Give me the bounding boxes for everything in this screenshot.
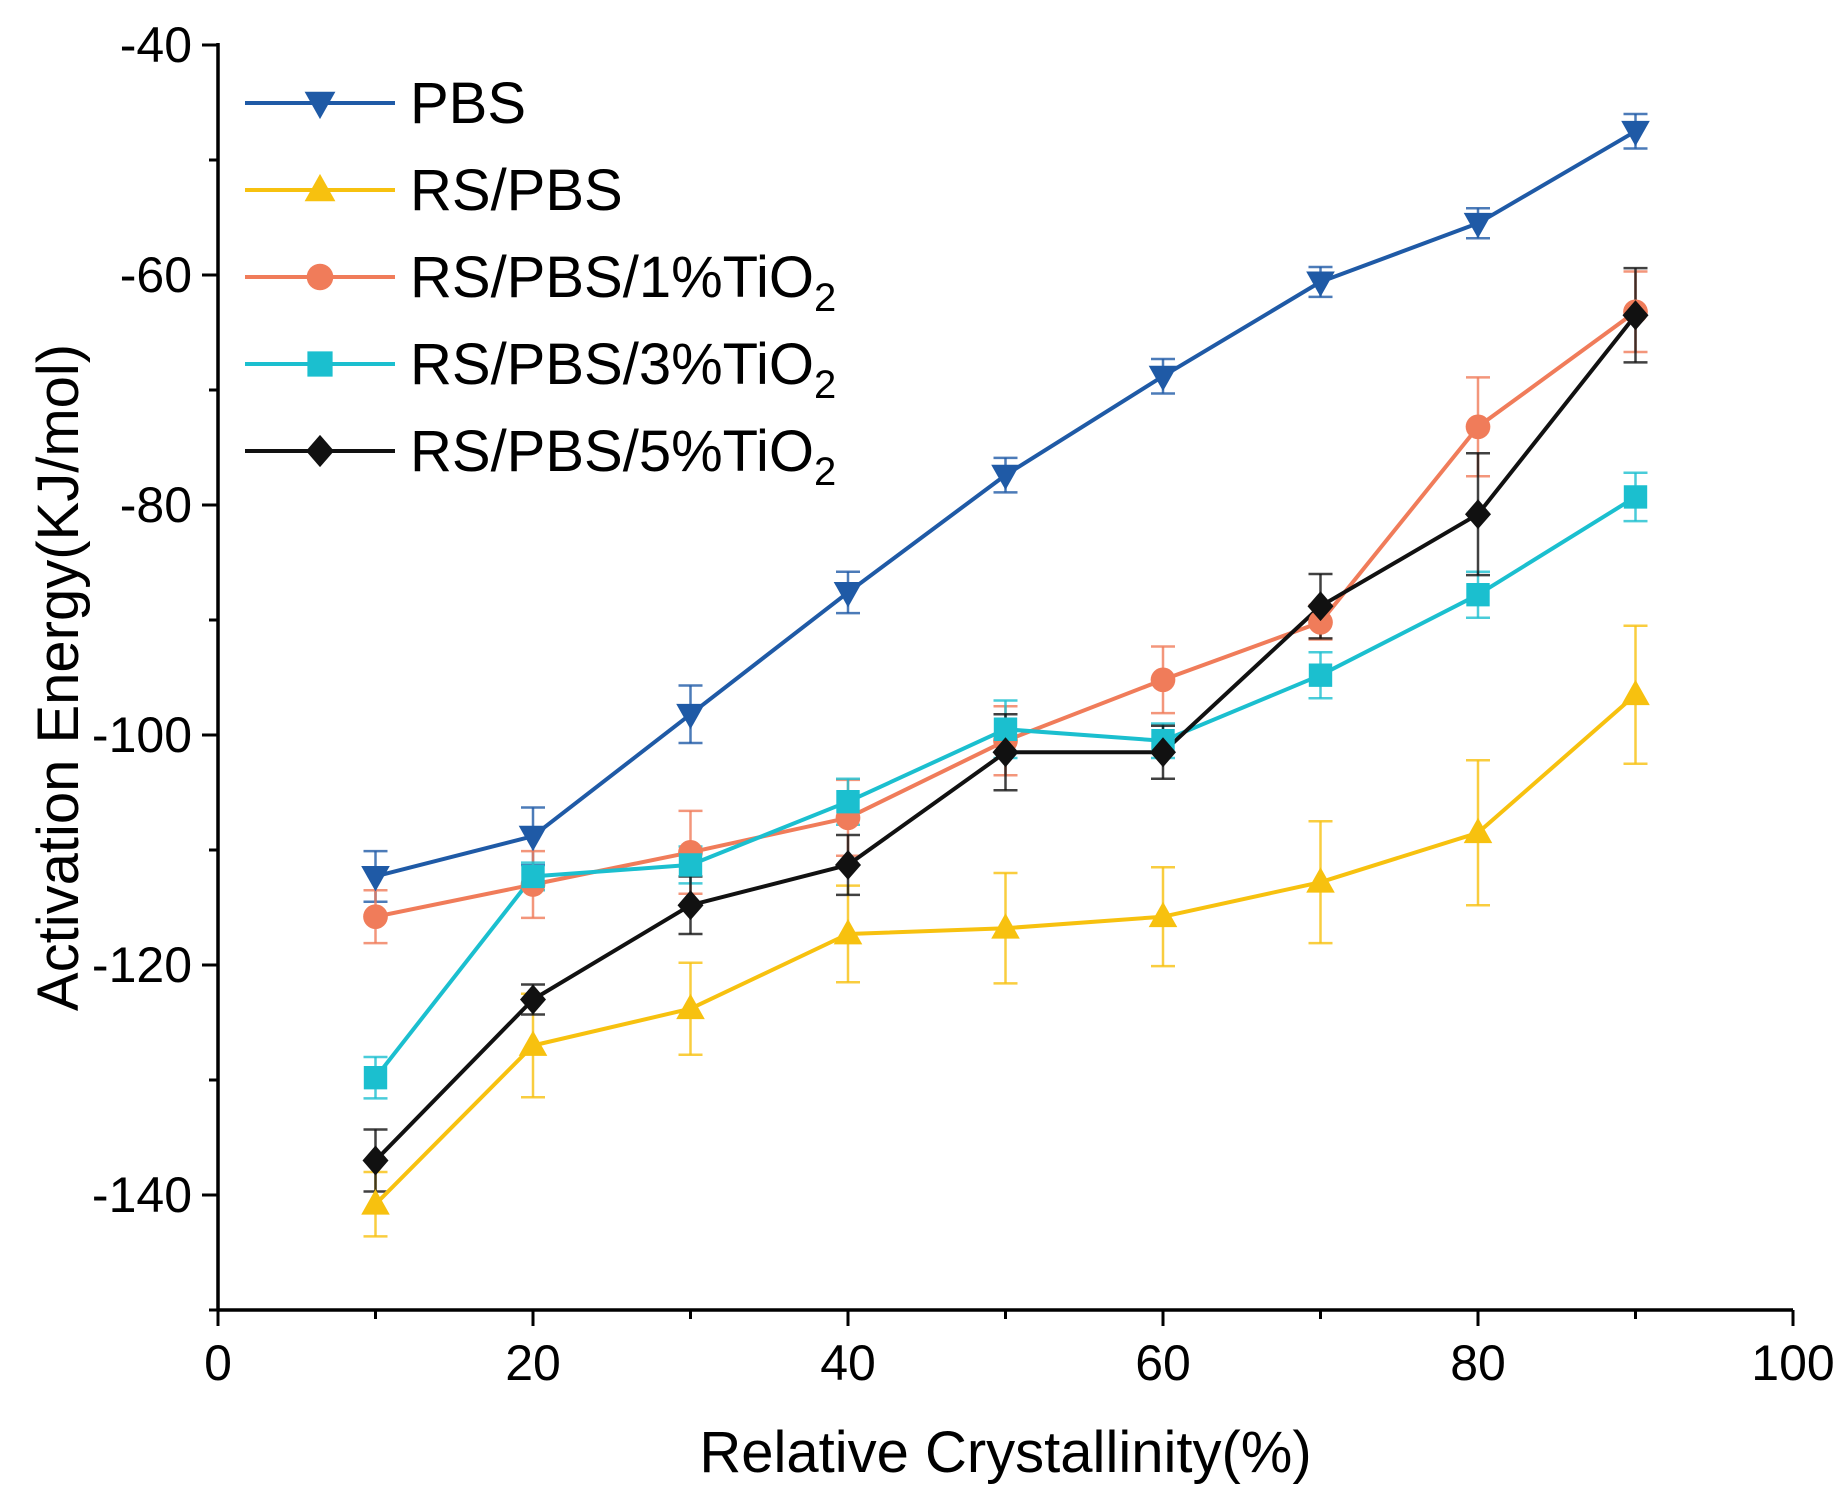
legend-label: PBS [410, 71, 526, 136]
data-point-3-3 [836, 790, 860, 814]
legend-marker [306, 434, 334, 468]
data-point-2-0 [363, 904, 388, 930]
data-point-3-4 [993, 717, 1018, 741]
data-point-2-6 [1308, 609, 1333, 635]
data-point-1-5 [1148, 901, 1178, 928]
data-point-3-1 [521, 864, 545, 889]
data-point-4-6 [1307, 591, 1334, 622]
legend-item-0: PBS [245, 71, 526, 136]
data-point-2-5 [1150, 667, 1176, 693]
x-tick-label: 20 [505, 1335, 561, 1391]
data-point-1-3 [833, 919, 863, 945]
x-tick-label: 60 [1135, 1335, 1191, 1391]
data-point-4-2 [677, 890, 704, 921]
legend-item-2: RS/PBS/1%TiO2 [245, 245, 836, 320]
series-line-2 [375, 310, 1637, 919]
data-point-1-7 [1463, 817, 1493, 844]
data-point-0-8 [1621, 120, 1650, 147]
data-point-1-1 [518, 1030, 548, 1056]
data-point-1-8 [1621, 679, 1650, 706]
data-point-4-3 [835, 850, 861, 880]
data-point-4-1 [520, 984, 546, 1015]
data-point-4-8 [1622, 300, 1649, 331]
x-axis-title: Relative Crystallinity(%) [699, 1420, 1311, 1485]
legend-label: RS/PBS/3%TiO2 [410, 332, 836, 407]
y-tick-label: -100 [92, 707, 192, 763]
data-point-0-4 [991, 464, 1020, 491]
data-point-0-0 [361, 866, 390, 892]
legend-label-subscript: 2 [814, 363, 836, 407]
legend-item-3: RS/PBS/3%TiO2 [245, 332, 836, 407]
legend-marker [304, 173, 336, 202]
legend-item-4: RS/PBS/5%TiO2 [245, 419, 836, 494]
y-tick-label: -60 [120, 247, 192, 303]
data-point-4-5 [1150, 737, 1176, 768]
axes: 0 20 40 60 80 100 -40 -60 -80 -100 -120 -140 Relativ… [26, 17, 1835, 1485]
data-point-3-0 [363, 1066, 388, 1090]
x-tick-label: 100 [1751, 1335, 1834, 1391]
x-tick-label: 80 [1450, 1335, 1506, 1391]
x-tick-label: 0 [204, 1335, 232, 1391]
x-tick-label: 40 [820, 1335, 876, 1391]
legend-label: RS/PBS/5%TiO2 [410, 419, 836, 494]
data-point-2-7 [1465, 414, 1491, 440]
legend-label: RS/PBS [410, 158, 623, 223]
legend-marker [306, 263, 334, 291]
data-point-1-6 [1306, 867, 1335, 893]
data-point-0-3 [833, 582, 863, 608]
data-point-3-8 [1623, 485, 1648, 509]
y-tick-label: -140 [92, 1167, 192, 1223]
data-point-1-0 [361, 1189, 390, 1215]
data-point-1-4 [991, 913, 1020, 939]
data-point-3-6 [1308, 663, 1333, 687]
data-point-4-4 [992, 737, 1019, 768]
data-point-0-2 [676, 703, 705, 730]
y-axis-title: Activation Energy(KJ/mol) [26, 344, 91, 1011]
data-point-3-7 [1466, 583, 1490, 607]
data-point-0-5 [1148, 365, 1178, 392]
y-tick-label: -80 [120, 477, 192, 533]
data-point-4-0 [362, 1145, 389, 1176]
y-tick-label: -40 [120, 17, 192, 73]
data-point-1-2 [676, 993, 705, 1020]
legend: PBS RS/PBS RS/PBS/1%TiO2 RS/PBS/3%TiO2 RS/PB… [245, 71, 836, 494]
legend-item-1: RS/PBS [245, 158, 623, 223]
legend-label-subscript: 2 [814, 276, 836, 320]
data-point-0-1 [518, 825, 548, 852]
data-point-3-2 [678, 853, 703, 877]
data-point-0-6 [1306, 271, 1335, 297]
y-tick-label: -120 [92, 937, 192, 993]
data-point-4-7 [1465, 499, 1491, 530]
legend-marker [307, 351, 333, 377]
legend-marker [304, 91, 336, 120]
legend-label: RS/PBS/1%TiO2 [410, 245, 836, 320]
legend-label-subscript: 2 [814, 450, 836, 494]
series-markers [361, 120, 1650, 1215]
data-point-0-7 [1463, 212, 1493, 239]
